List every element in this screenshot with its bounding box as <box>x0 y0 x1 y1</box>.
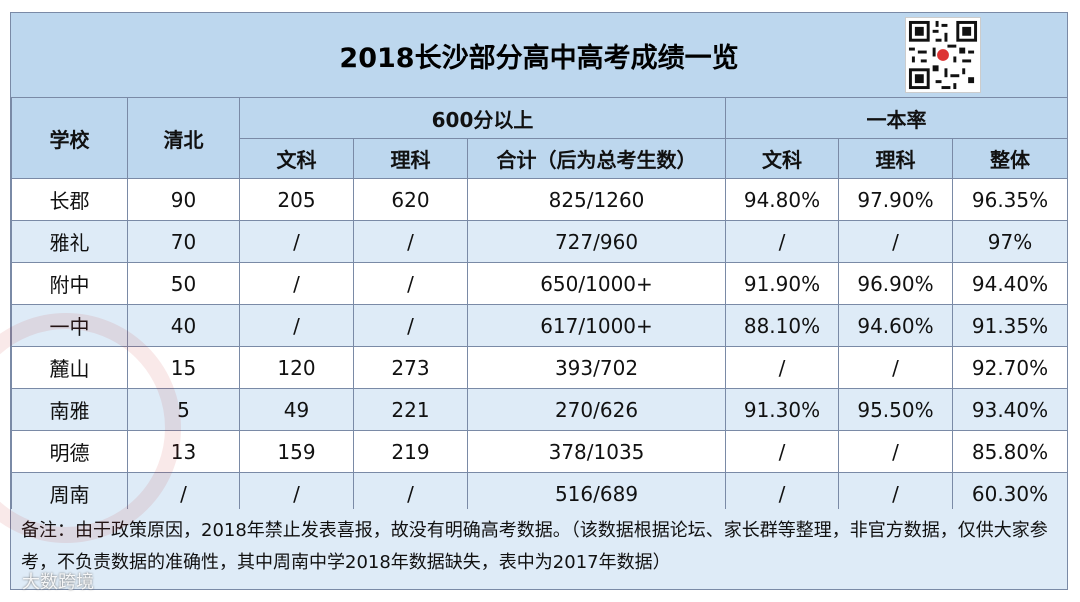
cell-li600: / <box>353 472 468 515</box>
cell-wen-rate: 94.80% <box>725 178 839 221</box>
cell-wen600: / <box>239 304 354 347</box>
score-sheet: 2018长沙部分高中高考成绩一览 学校 清北 600分以上 <box>0 12 1069 590</box>
header-600-like: 理科 <box>353 138 468 179</box>
cell-li-rate: / <box>838 220 953 263</box>
header-rate-overall: 整体 <box>951 138 1069 179</box>
cell-qingbei: 70 <box>127 220 240 263</box>
cell-school: 长郡 <box>11 178 128 221</box>
table-row: 一中 40 / / 617/1000+ 88.10% 94.60% 91.35% <box>11 304 1069 347</box>
cell-overall: 92.70% <box>951 346 1069 389</box>
header-600-wenke: 文科 <box>239 138 354 179</box>
cell-wen600: / <box>239 262 354 305</box>
cell-overall: 91.35% <box>951 304 1069 347</box>
cell-qingbei: 15 <box>127 346 240 389</box>
cell-wen-rate: 88.10% <box>725 304 839 347</box>
cell-total: 617/1000+ <box>467 304 726 347</box>
footnote: 备注：由于政策原因，2018年禁止发表喜报，故没有明确高考数据。（该数据根据论坛… <box>11 509 1067 589</box>
cell-wen600: 205 <box>239 178 354 221</box>
cell-school: 南雅 <box>11 388 128 431</box>
cell-total: 393/702 <box>467 346 726 389</box>
table-row: 附中 50 / / 650/1000+ 91.90% 96.90% 94.40% <box>11 262 1069 305</box>
cell-li600: / <box>353 262 468 305</box>
table-row: 麓山 15 120 273 393/702 / / 92.70% <box>11 346 1069 389</box>
table-row: 雅礼 70 / / 727/960 / / 97% <box>11 220 1069 263</box>
header-qingbei: 清北 <box>127 97 240 179</box>
cell-li-rate: / <box>838 346 953 389</box>
cell-qingbei: 90 <box>127 178 240 221</box>
cell-wen600: 49 <box>239 388 354 431</box>
cell-qingbei: 40 <box>127 304 240 347</box>
cell-school: 麓山 <box>11 346 128 389</box>
cell-qingbei: 50 <box>127 262 240 305</box>
cell-wen600: 159 <box>239 430 354 473</box>
cell-li600: 620 <box>353 178 468 221</box>
table-row: 长郡 90 205 620 825/1260 94.80% 97.90% 96.… <box>11 178 1069 221</box>
header-yiben-rate: 一本率 <box>724 97 1069 139</box>
cell-wen-rate: / <box>725 472 839 515</box>
cell-qingbei: 13 <box>127 430 240 473</box>
cell-wen600: 120 <box>239 346 354 389</box>
cell-wen600: / <box>239 472 354 515</box>
cell-li-rate: 94.60% <box>838 304 953 347</box>
cell-li-rate: 96.90% <box>838 262 953 305</box>
header-rate-like: 理科 <box>838 138 953 179</box>
cell-li600: 273 <box>353 346 468 389</box>
header-above-600: 600分以上 <box>239 97 726 139</box>
cell-school: 雅礼 <box>11 220 128 263</box>
cell-wen-rate: / <box>725 430 839 473</box>
cell-wen-rate: 91.90% <box>725 262 839 305</box>
cell-total: 516/689 <box>467 472 726 515</box>
header-600-total: 合计（后为总考生数） <box>467 138 726 179</box>
cell-overall: 94.40% <box>951 262 1069 305</box>
cell-total: 270/626 <box>467 388 726 431</box>
cell-li600: / <box>353 304 468 347</box>
cell-school: 一中 <box>11 304 128 347</box>
table-row: 明德 13 159 219 378/1035 / / 85.80% <box>11 430 1069 473</box>
cell-wen-rate: / <box>725 220 839 263</box>
cell-overall: 96.35% <box>951 178 1069 221</box>
cell-overall: 60.30% <box>951 472 1069 515</box>
cell-li600: 221 <box>353 388 468 431</box>
score-table: 学校 清北 600分以上 一本率 文科 理科 合计（后为总考生数） 文科 理科 … <box>11 97 1069 515</box>
cell-li600: / <box>353 220 468 263</box>
header-school: 学校 <box>11 97 128 179</box>
cell-li600: 219 <box>353 430 468 473</box>
cell-total: 727/960 <box>467 220 726 263</box>
cell-wen-rate: / <box>725 346 839 389</box>
cell-li-rate: 95.50% <box>838 388 953 431</box>
cell-li-rate: / <box>838 430 953 473</box>
cell-qingbei: 5 <box>127 388 240 431</box>
cell-wen-rate: 91.30% <box>725 388 839 431</box>
cell-wen600: / <box>239 220 354 263</box>
table-row: 南雅 5 49 221 270/626 91.30% 95.50% 93.40% <box>11 388 1069 431</box>
qr-code-icon <box>905 17 981 93</box>
page-title: 2018长沙部分高中高考成绩一览 <box>11 13 1067 98</box>
cell-total: 825/1260 <box>467 178 726 221</box>
cell-overall: 97% <box>951 220 1069 263</box>
cell-school: 附中 <box>11 262 128 305</box>
cell-overall: 93.40% <box>951 388 1069 431</box>
header-rate-wenke: 文科 <box>725 138 839 179</box>
cell-overall: 85.80% <box>951 430 1069 473</box>
cell-total: 378/1035 <box>467 430 726 473</box>
cell-li-rate: 97.90% <box>838 178 953 221</box>
cell-school: 明德 <box>11 430 128 473</box>
cell-total: 650/1000+ <box>467 262 726 305</box>
